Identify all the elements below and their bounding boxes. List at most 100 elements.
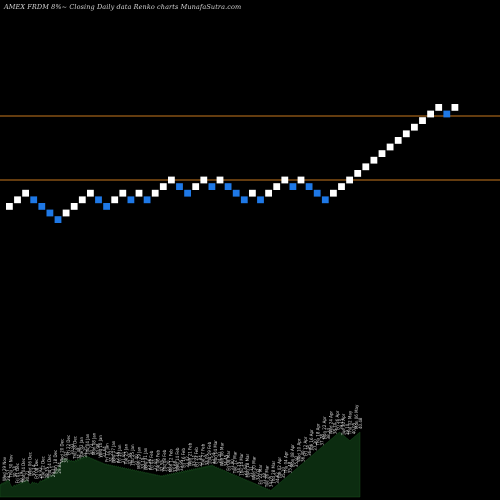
renko-brick-up [435,104,443,111]
date-label: Mon 18 Dec [53,450,58,474]
price-label: 34.62 [275,472,280,484]
renko-brick-up [338,183,345,190]
renko-brick-up [273,183,281,190]
date-label: Mon 04 Mar [213,440,218,464]
date-label: Tue 02 Jan [79,437,84,459]
renko-brick-down [184,189,191,197]
price-label: 32.84 [198,455,203,467]
renko-brick-down [224,183,232,190]
price-label: 29.57 [6,469,11,481]
price-label: 30.02 [64,451,69,463]
price-label: 35.48 [288,461,293,473]
price-label: 40.48 [358,417,363,429]
date-label: Fri 12 Apr [303,436,308,456]
date-label: Fri 22 Dec [66,435,71,455]
price-label: 30.72 [89,443,94,455]
price-label: 32.55 [160,460,165,472]
price-label: 33.68 [172,460,177,472]
price-label: 33.15 [140,457,145,469]
date-label: Thu 25 Jan [130,444,135,467]
renko-brick-up [362,163,370,171]
renko-brick-up [62,209,70,217]
price-label: 40.05 [352,422,357,434]
price-label: 33.11 [192,454,197,466]
renko-brick-up [281,176,289,184]
renko-brick-up [119,189,127,197]
renko-brick-down [443,110,451,118]
renko-brick-up [427,110,434,118]
price-label: 30.14 [12,466,17,478]
renko-brick-down [176,183,183,190]
renko-brick-down [305,183,313,190]
price-label: 33.62 [243,464,248,476]
price-label: 31.22 [108,450,113,462]
date-label: Fri 02 Feb [149,450,154,470]
date-label: Wed 17 Jan [111,440,116,463]
renko-brick-up [192,183,200,190]
price-label: 33.48 [262,473,267,485]
volume-area [0,431,361,498]
date-label: Tue 30 Apr [341,413,346,436]
price-label: 29.35 [44,466,49,478]
volume-area-path [0,431,361,498]
renko-brick-up [394,137,402,144]
renko-brick-up [370,156,378,164]
renko-brick-up [22,189,29,197]
date-label: Fri 01 Dec [15,463,20,483]
date-label: Mon 08 Jan [92,432,97,455]
price-label: 29.84 [57,462,62,474]
date-label: Wed 29 Nov [2,456,7,481]
renko-brick-up [411,123,418,131]
date-label: Tue 12 Dec [40,456,45,479]
renko-brick-down [127,196,135,204]
renko-brick-up [419,117,426,124]
renko-brick-down [313,189,321,197]
date-label: Mon 08 Apr [290,444,295,467]
date-label: Thu 28 Mar [271,461,276,485]
price-label: 36.85 [307,444,312,456]
price-label: 33.42 [185,456,190,468]
price-label: 33.36 [147,458,152,470]
price-label: 31.81 [121,451,126,463]
date-label: Mon 12 Feb [168,449,173,473]
chart-header: AMEX FRDM 8%~ Closing Daily data Renko c… [4,3,242,11]
renko-brick-down [54,216,62,223]
date-label: Tue 16 Apr [309,429,314,452]
price-label: 32.16 [115,451,120,463]
renko-brick-down [143,196,151,204]
price-label: 36.40 [300,450,305,462]
date-label: Wed 10 Apr [296,438,301,462]
renko-brick-down [95,196,102,204]
date-label: Tue 26 Mar [264,465,269,488]
price-label: 34.45 [224,454,229,466]
price-label: 32.81 [153,458,158,470]
price-label: 33.05 [204,453,209,465]
date-label: Wed 06 Mar [220,442,225,466]
price-label: 38.24 [326,427,331,439]
renko-brick-down [30,196,38,204]
renko-brick-up [330,189,337,197]
renko-brick-up [78,196,86,204]
renko-brick-down [240,196,248,204]
renko-brick-up [378,150,386,157]
price-label: 33.02 [256,468,261,480]
price-label: 30.14 [32,464,37,476]
price-label: 31.25 [83,446,88,458]
price-label: 34.15 [236,461,241,473]
price-label: 35.92 [294,455,299,467]
date-label: Tue 06 Feb [156,449,161,472]
date-label: Thu 14 Dec [47,454,52,478]
date-label: Thu 04 Apr [284,451,289,474]
date-label: Wed 24 Apr [328,411,333,435]
price-label: 38.70 [332,422,337,434]
price-label: 33.90 [230,459,235,471]
renko-brick-up [200,176,208,184]
date-label: Fri 23 Feb [194,447,199,467]
renko-brick-up [354,170,362,177]
price-label: 29.93 [38,467,43,479]
price-label: 31.48 [76,447,81,459]
date-label: Wed 21 Feb [188,442,193,466]
date-label: Thu 14 Mar [239,453,244,477]
